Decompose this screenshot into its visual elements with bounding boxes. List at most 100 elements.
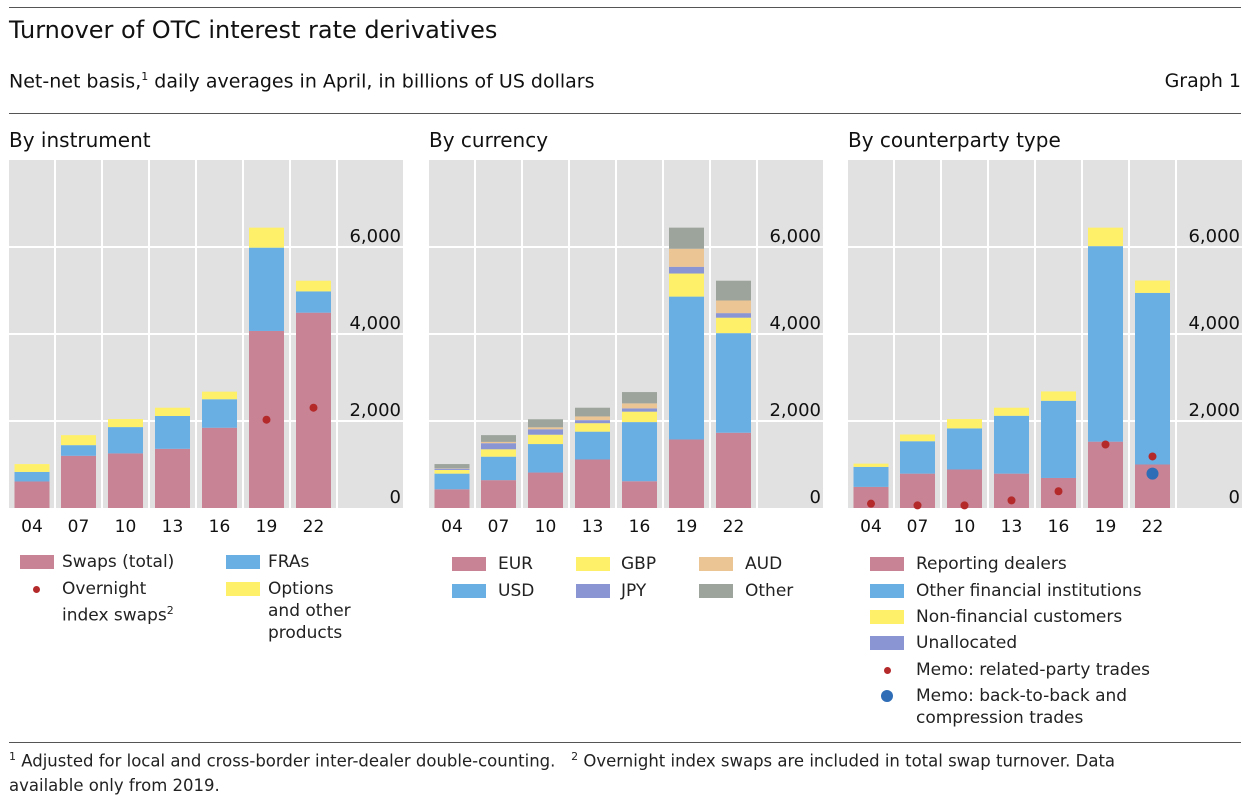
bar-jpy [622, 408, 657, 412]
bar-fras [155, 415, 190, 449]
legend-swatch-options [226, 582, 260, 596]
legend-swatch-eur [452, 557, 486, 571]
bar-nfc [1135, 280, 1170, 293]
bar-other [622, 392, 657, 404]
bar-ofi [994, 415, 1029, 474]
x-tick-label: 13 [582, 517, 604, 537]
y-tick-label: 0 [1229, 487, 1240, 508]
bar-gbp [575, 423, 610, 432]
subtitle-rule [9, 113, 1241, 114]
x-tick-label: 19 [676, 517, 698, 537]
bar-eur [434, 489, 470, 508]
x-tick-label: 07 [68, 517, 90, 537]
legend-swatch-unallocated [870, 636, 904, 650]
marker-related [867, 499, 875, 508]
x-tick-label: 22 [723, 517, 745, 537]
panel-title-counterparty: By counterparty type [848, 128, 1061, 152]
bar-eur [622, 481, 657, 508]
footnote-number: 1 [9, 750, 16, 763]
legend-text: products [268, 623, 343, 643]
chart-title: Turnover of OTC interest rate derivative… [9, 16, 498, 44]
bar-gbp [669, 273, 704, 297]
bar-nfc [994, 407, 1029, 416]
bar-usd [528, 444, 563, 473]
panel-title-instrument: By instrument [9, 128, 151, 152]
legend-text: and other [268, 601, 351, 621]
bar-ofi [900, 441, 935, 474]
subtitle-text: daily averages in April, in billions of … [148, 70, 595, 93]
marker-related [1007, 496, 1016, 505]
chart-subtitle: Net-net basis,1 daily averages in April,… [9, 70, 595, 92]
x-tick-label: 10 [954, 517, 976, 537]
legend-label-eur: EUR [498, 554, 533, 574]
footnote-ref: 1 [141, 70, 149, 83]
bar-options [296, 280, 331, 292]
bar-other [669, 227, 704, 249]
bar-options [249, 227, 284, 248]
legend-label-swaps: Swaps (total) [62, 552, 175, 572]
marker-related [1148, 452, 1157, 461]
bar-other [716, 280, 751, 301]
x-tick-label: 10 [115, 517, 137, 537]
bar-nfc [900, 434, 935, 442]
marker-related [960, 501, 969, 510]
bar-jpy [575, 420, 610, 424]
marker-b2b [1146, 467, 1159, 480]
bar-usd [434, 473, 470, 490]
bar-usd [669, 296, 704, 440]
x-tick-label: 22 [1142, 517, 1164, 537]
bar-eur [481, 480, 516, 508]
bar-eur [528, 472, 563, 508]
footnote-2-cont: available only from 2019. [9, 776, 220, 795]
bar-fras [108, 427, 143, 454]
bar-fras [249, 247, 284, 331]
bar-options [202, 391, 237, 400]
x-tick-label: 04 [441, 517, 463, 537]
footnote-1: Adjusted for local and cross-border inte… [16, 751, 556, 771]
legend-label-nfc: Non-financial customers [916, 607, 1123, 627]
marker-related [913, 501, 922, 510]
bar-nfc [1088, 227, 1123, 247]
legend-swatch-nfc [870, 610, 904, 624]
x-tick-label: 13 [162, 517, 184, 537]
bar-eur [575, 459, 610, 508]
bar-reporting [1088, 441, 1123, 508]
bar-usd [575, 431, 610, 460]
bar-aud [669, 248, 704, 267]
legend-swatch-gbp [576, 557, 610, 571]
x-tick-label: 07 [488, 517, 510, 537]
x-tick-label: 04 [860, 517, 882, 537]
legend-label-fras: FRAs [268, 552, 310, 572]
x-tick-label: 22 [303, 517, 325, 537]
bar-gbp [434, 469, 470, 474]
bar-ofi [1135, 292, 1170, 465]
legend-label-ois: Overnight index swaps2 [62, 578, 174, 627]
bar-options [108, 419, 143, 428]
bar-usd [622, 422, 657, 482]
legend-swatch-usd [452, 584, 486, 598]
bar-options [61, 435, 96, 446]
bar-gbp [716, 317, 751, 334]
marker-related [262, 415, 271, 424]
x-tick-label: 19 [256, 517, 278, 537]
top-rule [9, 7, 1241, 8]
bar-eur [716, 432, 751, 508]
bar-jpy [481, 443, 516, 450]
legend-swatch-reporting [870, 557, 904, 571]
bar-jpy [434, 468, 470, 470]
bar-gbp [622, 411, 657, 423]
bar-fras [202, 399, 237, 428]
bar-ofi [1041, 400, 1076, 478]
bar-fras [61, 445, 96, 456]
bar-swaps [61, 455, 96, 508]
legend-dot-related [884, 667, 891, 674]
x-tick-label: 13 [1001, 517, 1023, 537]
bar-aud [481, 441, 516, 444]
legend-label-ofi: Other financial institutions [916, 581, 1142, 601]
x-tick-label: 16 [209, 517, 231, 537]
bar-aud [575, 416, 610, 421]
legend-swatch-other [699, 584, 733, 598]
bar-other [575, 407, 610, 417]
bar-fras [296, 291, 331, 313]
y-tick-label: 6,000 [1188, 226, 1240, 247]
